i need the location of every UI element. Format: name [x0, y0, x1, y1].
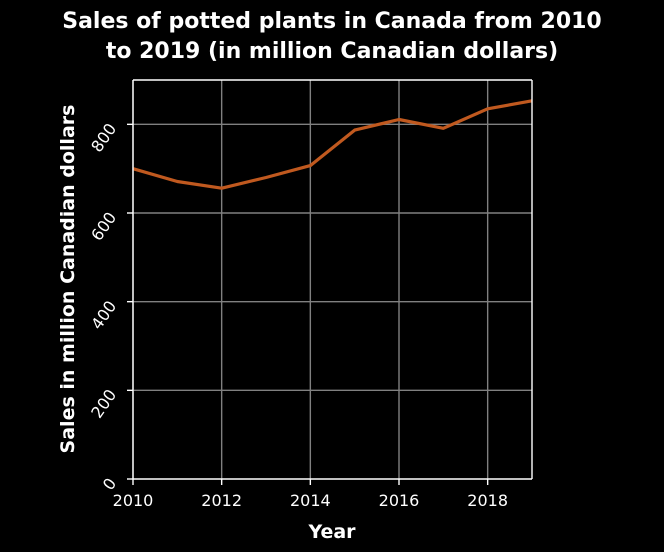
- x-tick-labels: 2010 2012 2014 2016 2018: [113, 491, 508, 510]
- x-tick-label: 2010: [113, 491, 154, 510]
- y-tick-label: 800: [87, 120, 120, 156]
- y-axis-label: Sales in million Canadian dollars: [57, 105, 79, 454]
- x-tick-label: 2018: [467, 491, 508, 510]
- y-tick-label: 400: [87, 297, 120, 333]
- series-line-0: [132, 99, 533, 190]
- x-axis-label: Year: [307, 521, 356, 543]
- grid-lines: [132, 80, 532, 479]
- y-tick-label: 200: [87, 386, 120, 422]
- axes: [127, 79, 533, 485]
- x-tick-label: 2012: [201, 491, 242, 510]
- series-layer: [132, 99, 533, 190]
- chart-title-line-2: to 2019 (in million Canadian dollars): [106, 39, 558, 64]
- x-tick-label: 2014: [290, 491, 331, 510]
- x-tick-label: 2016: [379, 491, 420, 510]
- y-tick-label: 600: [87, 208, 120, 244]
- chart-title-line-1: Sales of potted plants in Canada from 20…: [62, 9, 602, 34]
- plot-area: [133, 80, 532, 479]
